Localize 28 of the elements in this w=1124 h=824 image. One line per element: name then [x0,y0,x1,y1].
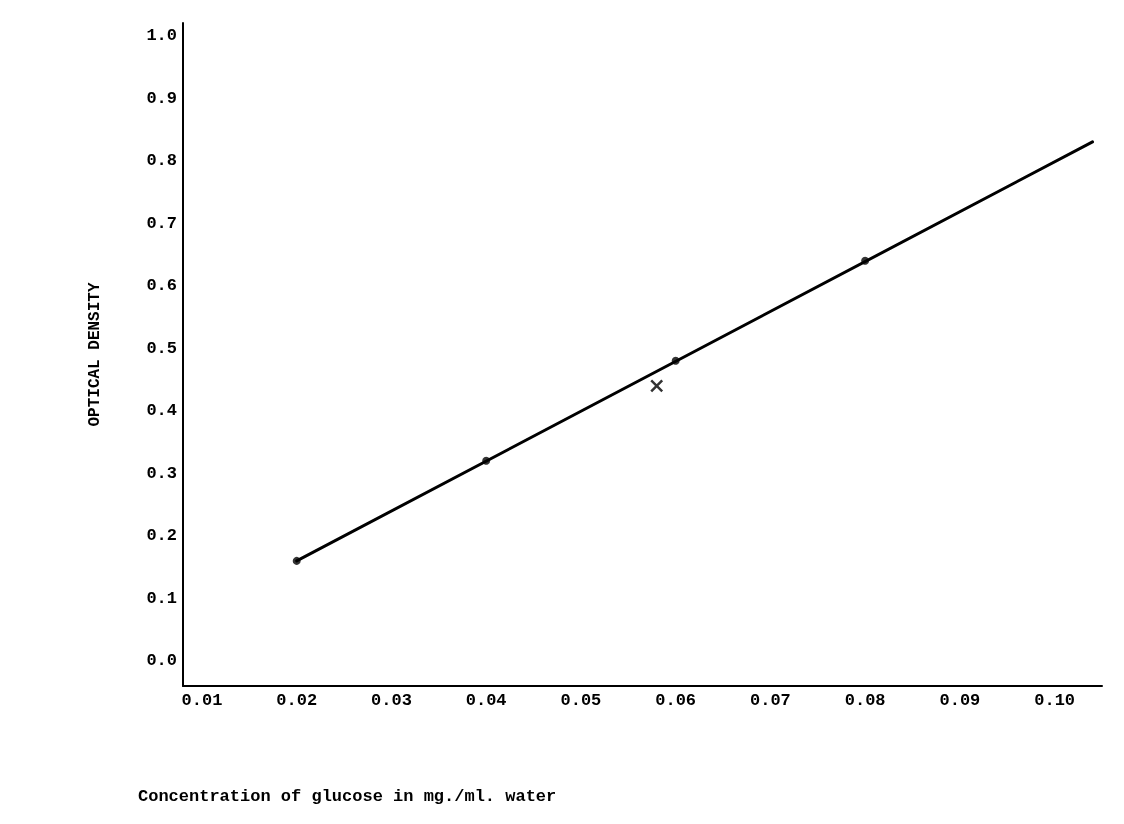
y-tick-label: 0.5 [146,338,177,358]
y-axis-title: OPTICAL DENSITY [86,282,104,427]
x-tick-label: 0.07 [750,691,791,710]
point [649,379,664,393]
x-tick-label: 0.09 [939,691,981,710]
x-tick-label: 0.10 [1034,691,1076,710]
y-tick-label: 1.0 [146,26,177,46]
point [671,356,680,365]
point [292,556,301,565]
y-tick-label: 0.8 [146,151,177,171]
x-tick-label: 0.04 [465,691,507,710]
x-tick-label: 0.05 [560,691,602,710]
x-tick-label: 0.03 [371,691,412,710]
y-tick-label: 0.0 [146,651,177,671]
x-tick-label: 0.08 [844,691,886,710]
y-tick-label: 0.2 [146,526,177,546]
x-tick-label: 0.06 [655,691,697,710]
y-tick-label: 0.7 [146,213,177,233]
x-axis-title: Concentration of glucose in mg./ml. water [138,787,557,806]
y-tick-label: 0.6 [146,276,177,296]
y-tick-label: 0.9 [146,88,177,108]
point [861,256,870,265]
x-tick-label: 0.01 [181,691,223,710]
y-tick-label: 0.3 [146,463,177,483]
point [482,456,491,465]
y-tick-label: 0.4 [146,401,177,421]
x-tick-label: 0.02 [276,691,318,710]
y-tick-label: 0.1 [146,588,177,608]
